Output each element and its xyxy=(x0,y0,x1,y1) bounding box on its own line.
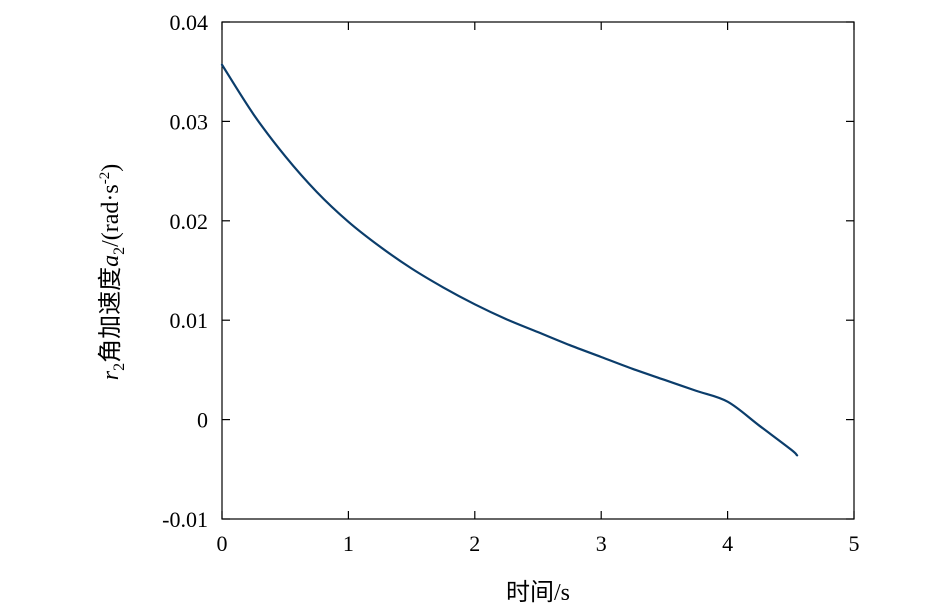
x-tick-label: 2 xyxy=(469,531,480,556)
y-axis-title: r2角加速度a2/(rad·s-2) xyxy=(97,164,128,380)
plot-area-frame xyxy=(221,21,855,520)
y-tick-label: 0 xyxy=(197,408,208,433)
x-axis-title: 时间/s xyxy=(506,579,570,606)
y-tick-label: 0.01 xyxy=(170,308,209,333)
y-tick-label: 0.03 xyxy=(170,109,209,134)
y-axis-title-text: 角加速度 xyxy=(97,267,124,363)
series-line xyxy=(220,63,799,457)
x-tick-label: 4 xyxy=(722,531,733,556)
x-tick-label: 3 xyxy=(596,531,607,556)
y-axis-title-var-sub: 2 xyxy=(111,363,128,371)
x-axis-ticks: 0 1 2 3 4 5 xyxy=(217,22,860,556)
series-layer xyxy=(220,63,799,457)
x-tick-label: 1 xyxy=(343,531,354,556)
y-axis-title-sym-sub: 2 xyxy=(111,247,128,255)
y-tick-label: -0.01 xyxy=(162,507,208,532)
y-axis-title-sym: a xyxy=(98,255,124,267)
y-axis-title-unit: /(rad·s xyxy=(98,184,124,247)
x-tick-label: 5 xyxy=(849,531,860,556)
y-axis-ticks: -0.01 0 0.01 0.02 0.03 0.04 xyxy=(162,10,854,532)
y-axis-title-unit-close: ) xyxy=(98,164,124,172)
y-axis-title-var: r xyxy=(98,370,124,380)
y-tick-label: 0.02 xyxy=(170,209,209,234)
x-tick-label: 0 xyxy=(217,531,228,556)
y-tick-label: 0.04 xyxy=(170,10,209,35)
y-axis-title-unit-sup: -2 xyxy=(97,172,113,185)
